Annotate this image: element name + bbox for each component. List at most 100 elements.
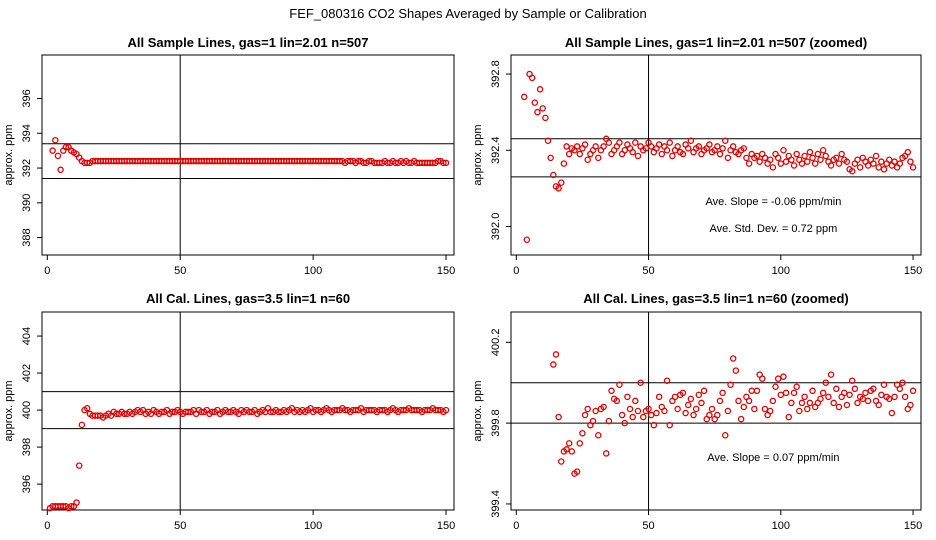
data-point bbox=[774, 375, 782, 382]
data-point bbox=[687, 137, 695, 144]
data-point bbox=[870, 385, 877, 393]
data-point bbox=[785, 413, 792, 421]
data-point bbox=[827, 162, 835, 169]
data-point bbox=[856, 164, 864, 171]
data-point bbox=[875, 164, 882, 171]
data-point bbox=[528, 74, 536, 82]
data-point bbox=[777, 391, 785, 399]
data-point bbox=[224, 408, 232, 416]
y-axis-label: approx. ppm bbox=[472, 124, 484, 185]
data-point bbox=[602, 450, 610, 457]
data-point bbox=[632, 397, 639, 405]
data-point bbox=[716, 150, 724, 158]
data-point bbox=[854, 156, 861, 164]
data-point bbox=[560, 160, 568, 167]
data-point bbox=[312, 406, 320, 414]
data-point bbox=[896, 160, 904, 167]
x-tick-label: 100 bbox=[772, 265, 790, 277]
data-point bbox=[896, 385, 904, 393]
data-point bbox=[714, 143, 721, 150]
data-point bbox=[822, 379, 830, 386]
data-point bbox=[809, 387, 816, 395]
data-point bbox=[907, 401, 914, 409]
data-point bbox=[198, 408, 205, 416]
data-point bbox=[888, 409, 896, 417]
data-point bbox=[862, 389, 869, 397]
data-point bbox=[907, 158, 914, 165]
data-point bbox=[769, 164, 777, 171]
data-point bbox=[584, 156, 591, 164]
data-point bbox=[682, 409, 689, 417]
data-point bbox=[687, 395, 695, 403]
data-point bbox=[859, 395, 867, 403]
data-point bbox=[827, 371, 835, 378]
panel-title: All Sample Lines, gas=1 lin=2.01 n=507 bbox=[128, 35, 369, 50]
data-point bbox=[669, 152, 676, 160]
annotation: Ave. Std. Dev. = 0.72 ppm bbox=[710, 223, 838, 235]
data-point bbox=[666, 139, 673, 146]
data-point bbox=[520, 93, 528, 101]
data-point bbox=[60, 503, 67, 510]
data-point bbox=[899, 379, 906, 386]
data-point bbox=[753, 152, 761, 160]
y-tick-label: 396 bbox=[21, 89, 33, 107]
data-point bbox=[584, 405, 591, 413]
data-point bbox=[695, 143, 703, 150]
data-point bbox=[848, 377, 856, 384]
data-point bbox=[368, 406, 375, 414]
data-point bbox=[817, 156, 824, 164]
panel-title: All Cal. Lines, gas=3.5 lin=1 n=60 (zoom… bbox=[583, 291, 849, 306]
y-tick-label: 402 bbox=[21, 364, 33, 382]
data-point bbox=[534, 108, 541, 116]
data-point bbox=[772, 383, 779, 391]
x-tick-label: 50 bbox=[642, 265, 654, 277]
x-tick-label: 50 bbox=[174, 520, 186, 532]
plot-frame bbox=[510, 54, 922, 256]
data-point bbox=[843, 401, 851, 409]
y-tick-label: 388 bbox=[21, 228, 33, 246]
data-point bbox=[576, 150, 584, 158]
data-point bbox=[790, 162, 798, 169]
data-point bbox=[57, 166, 64, 174]
y-tick-label: 390 bbox=[21, 194, 33, 212]
data-point bbox=[573, 468, 581, 475]
data-point bbox=[819, 389, 827, 397]
data-point bbox=[674, 405, 681, 413]
panel-sample-lines-zoomed: All Sample Lines, gas=1 lin=2.01 n=507 (… bbox=[472, 35, 922, 277]
data-point bbox=[52, 136, 59, 144]
data-point bbox=[833, 385, 840, 393]
data-point bbox=[793, 383, 800, 391]
x-tick-label: 50 bbox=[174, 265, 186, 277]
data-point bbox=[782, 389, 790, 397]
data-point bbox=[796, 407, 803, 415]
data-point bbox=[592, 407, 599, 415]
data-point bbox=[727, 381, 734, 388]
x-tick-label: 150 bbox=[437, 265, 455, 277]
data-point bbox=[618, 411, 626, 419]
data-point bbox=[550, 361, 557, 368]
data-point bbox=[838, 150, 845, 158]
data-point bbox=[886, 395, 893, 403]
data-point bbox=[761, 154, 769, 162]
data-point bbox=[621, 419, 628, 427]
data-point bbox=[531, 99, 539, 106]
panel-cal-lines-zoomed: All Cal. Lines, gas=3.5 lin=1 n=60 (zoom… bbox=[472, 291, 922, 532]
data-point bbox=[442, 159, 450, 167]
data-point bbox=[909, 164, 917, 171]
data-point bbox=[735, 397, 742, 405]
x-tick-label: 100 bbox=[772, 520, 790, 532]
data-point bbox=[714, 411, 721, 419]
data-point bbox=[766, 407, 774, 415]
data-point bbox=[793, 150, 800, 158]
data-point bbox=[352, 406, 359, 414]
x-tick-label: 100 bbox=[304, 265, 322, 277]
data-point bbox=[62, 143, 70, 151]
y-axis-label: approx. ppm bbox=[472, 380, 484, 441]
data-point bbox=[539, 105, 546, 112]
y-tick-label: 392.8 bbox=[490, 60, 502, 88]
data-point bbox=[650, 421, 658, 429]
data-point bbox=[523, 236, 531, 244]
data-point bbox=[595, 431, 602, 439]
data-point bbox=[275, 408, 282, 416]
data-point bbox=[835, 403, 843, 411]
